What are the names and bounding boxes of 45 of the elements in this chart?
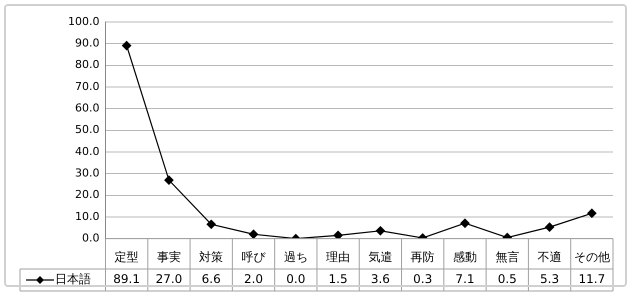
x-tick-label: 感動 bbox=[452, 250, 477, 264]
x-tick-label: 気遣 bbox=[368, 250, 392, 264]
data-label: 0.5 bbox=[498, 272, 517, 286]
point bbox=[122, 41, 132, 50]
x-tick-label: その他 bbox=[574, 250, 610, 264]
data-label: 0.3 bbox=[413, 272, 432, 286]
y-tick-label: 30.0 bbox=[74, 166, 100, 180]
point bbox=[544, 222, 554, 232]
data-label: 11.7 bbox=[578, 272, 606, 286]
y-tick-label: 0.0 bbox=[82, 231, 100, 244]
x-tick-label: 対策 bbox=[199, 250, 224, 264]
data-label: 0.0 bbox=[286, 272, 306, 286]
data-label: 6.6 bbox=[202, 272, 221, 286]
x-tick-label: 無言 bbox=[495, 250, 520, 264]
y-tick-label: 20.0 bbox=[74, 188, 100, 202]
data-label: 1.5 bbox=[328, 272, 348, 286]
x-tick-label: 定型 bbox=[114, 250, 139, 264]
data-label: 2.0 bbox=[244, 272, 264, 286]
y-tick-label: 100.0 bbox=[68, 14, 100, 28]
point bbox=[376, 226, 385, 236]
point bbox=[460, 218, 470, 228]
data-label: 7.1 bbox=[455, 272, 475, 286]
x-tick-label: 不適 bbox=[538, 250, 562, 264]
legend-label: 日本語 bbox=[55, 272, 91, 286]
data-label: 89.1 bbox=[113, 272, 140, 286]
x-tick-label: 再防 bbox=[410, 250, 435, 264]
x-tick-label: 理由 bbox=[326, 250, 350, 264]
data-label: 3.6 bbox=[370, 272, 390, 286]
point bbox=[334, 230, 343, 239]
point bbox=[206, 220, 216, 229]
x-tick-label: 過ち bbox=[284, 250, 308, 264]
y-tick-label: 70.0 bbox=[74, 80, 100, 93]
y-tick-label: 80.0 bbox=[74, 58, 100, 72]
y-tick-label: 10.0 bbox=[74, 210, 100, 223]
y-tick-label: 90.0 bbox=[74, 36, 100, 50]
data-label: 27.0 bbox=[156, 272, 182, 286]
x-tick-label: 事実 bbox=[156, 250, 181, 264]
y-tick-label: 60.0 bbox=[74, 102, 100, 114]
y-tick-label: 40.0 bbox=[74, 144, 100, 158]
point bbox=[164, 176, 174, 185]
x-tick-label: 呼び bbox=[242, 250, 267, 264]
point bbox=[248, 230, 258, 239]
y-tick-label: 50.0 bbox=[74, 123, 100, 136]
point bbox=[587, 208, 596, 218]
data-label: 5.3 bbox=[540, 272, 560, 286]
